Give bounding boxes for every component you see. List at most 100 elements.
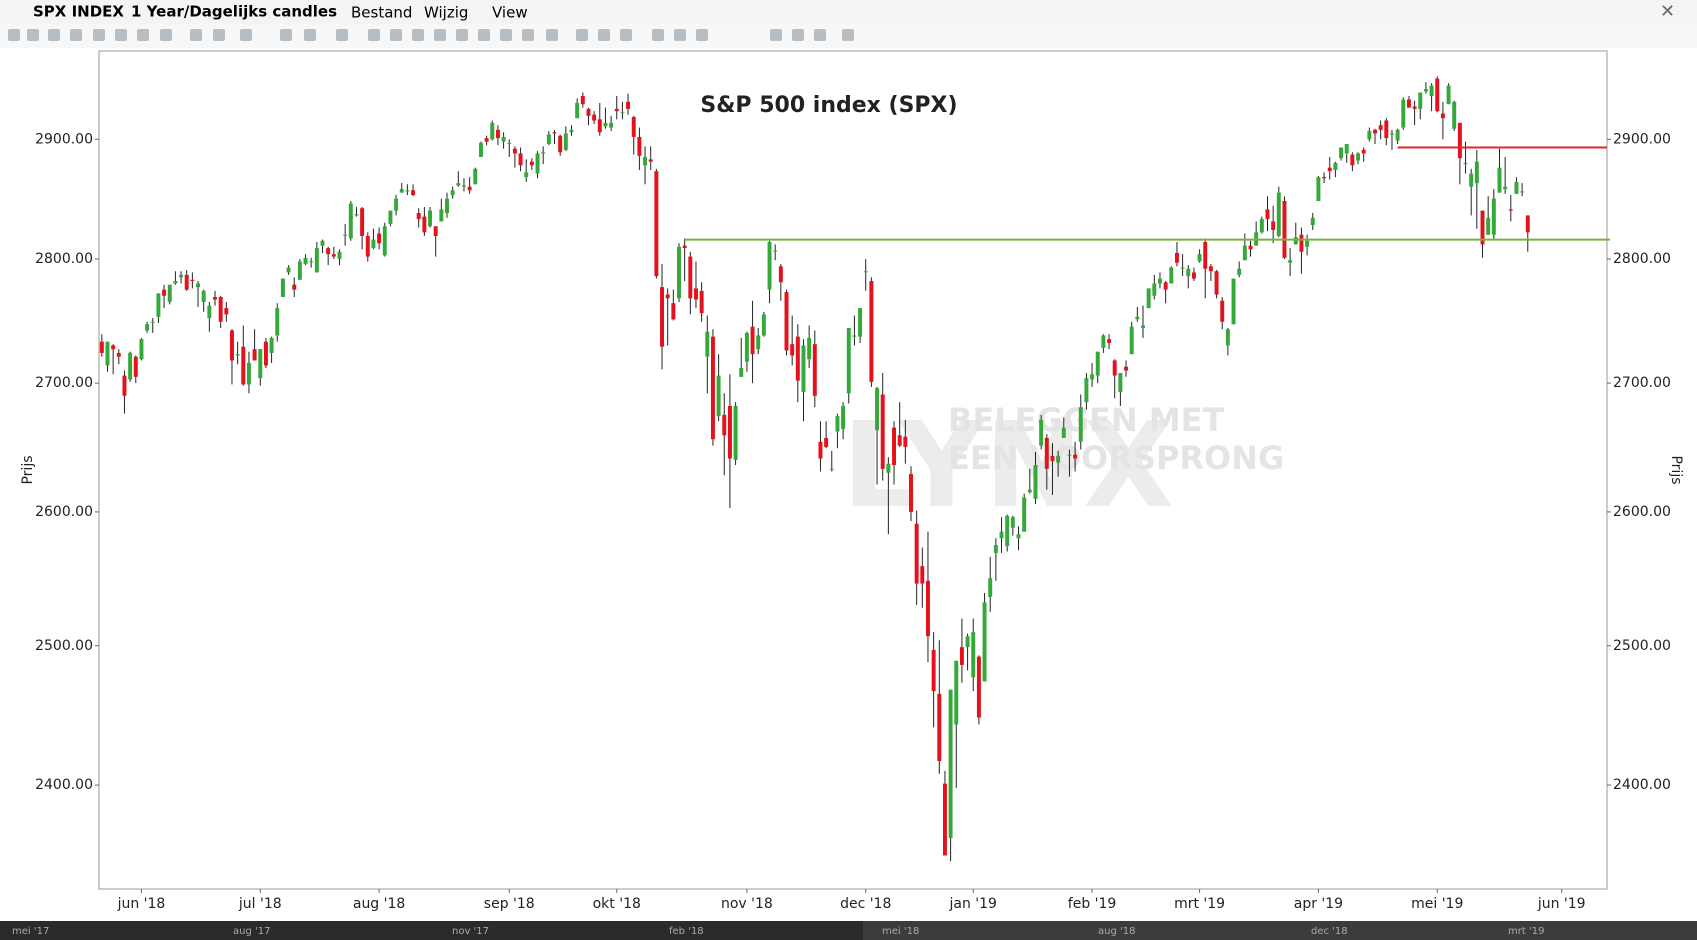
candle-body [399, 189, 404, 193]
candle-body [761, 314, 766, 336]
tool-icon [652, 29, 664, 41]
candle-body [1067, 454, 1072, 456]
candle-body [173, 281, 178, 284]
candle-body [111, 345, 116, 350]
tool-icon [115, 29, 127, 41]
candle-body [824, 437, 829, 447]
tool-icon [137, 29, 149, 41]
candle-body [931, 649, 936, 692]
candle-body [1078, 407, 1083, 442]
candle-body [563, 133, 568, 150]
y-tick-label: 2800.00 [1613, 251, 1671, 267]
candle-body [207, 305, 212, 319]
tool-icon [546, 29, 558, 41]
symbol[interactable]: SPX INDEX [33, 3, 124, 21]
candle-body [190, 279, 195, 282]
candle-body [1508, 209, 1513, 211]
y-tick-label: 2700.00 [1613, 375, 1671, 391]
candle-body [314, 248, 319, 273]
tool-icon [456, 29, 468, 41]
x-tick-label: jan '19 [949, 896, 997, 912]
watermark-tagline: EEN VOORSPRONG [948, 439, 1284, 477]
candle-body [416, 213, 421, 220]
candle-body [1163, 282, 1168, 290]
tool-icon [8, 29, 20, 41]
x-tick-label: okt '18 [593, 896, 641, 912]
candle-body [529, 161, 534, 166]
candle-body [484, 138, 489, 142]
navigator-window[interactable] [863, 921, 1697, 940]
candle-body [1101, 335, 1106, 348]
candle-body [105, 341, 110, 366]
candle-body [501, 136, 506, 142]
x-tick-label: mrt '19 [1174, 896, 1225, 912]
candle-body [1418, 92, 1423, 109]
candle-body [665, 294, 670, 299]
candle-body [1027, 489, 1032, 493]
candle-body [971, 632, 976, 678]
x-tick-label: nov '18 [721, 896, 773, 912]
candle-body [620, 112, 625, 114]
candle-body [790, 344, 795, 356]
menu-item[interactable]: View [492, 4, 528, 22]
candle-body [1276, 192, 1281, 236]
candle-body [1084, 378, 1089, 403]
candle-body [1435, 78, 1440, 112]
candle-body [507, 142, 512, 144]
candle-body [354, 214, 359, 216]
candle-body [954, 660, 959, 725]
y-tick-label: 2500.00 [35, 638, 93, 654]
candle-body [1061, 427, 1066, 438]
period[interactable]: 1 Year/Dagelijks candles [131, 3, 337, 21]
candle-body [326, 248, 331, 255]
candle-body [99, 341, 104, 353]
candle-body [948, 689, 953, 839]
candle-body [609, 122, 614, 128]
candle-body [1180, 267, 1185, 269]
candle-body [1090, 374, 1095, 380]
candle-body [196, 283, 201, 288]
candle-body [1197, 254, 1202, 262]
candle-body [303, 257, 308, 264]
candle-body [122, 375, 127, 396]
menu-item[interactable]: Bestand [351, 4, 412, 22]
candle-body [852, 335, 857, 337]
candle-body [1118, 373, 1123, 392]
navigator-label: mei '17 [12, 926, 49, 937]
candle-body [688, 256, 693, 299]
candle-body [246, 362, 251, 385]
candle-body [116, 352, 121, 357]
candle-body [343, 234, 348, 236]
tool-icon [434, 29, 446, 41]
candle-body [1056, 455, 1061, 463]
y-tick-label: 2700.00 [35, 375, 93, 391]
candle-body [705, 331, 710, 357]
candle-body [654, 171, 659, 277]
candle-body [1129, 326, 1134, 355]
menu-item[interactable]: Wijzig [424, 4, 468, 22]
tool-icon [368, 29, 380, 41]
x-tick-label: jun '19 [1537, 896, 1586, 912]
close-button[interactable]: ✕ [1660, 1, 1675, 22]
candle-body [727, 405, 732, 459]
candle-body [937, 693, 942, 761]
candle-body [626, 101, 631, 109]
candle-body [512, 148, 517, 154]
y-tick-label: 2600.00 [35, 504, 93, 520]
navigator-label: mrt '19 [1508, 926, 1544, 937]
watermark-logo: LYNX [842, 396, 1174, 534]
candle-body [258, 349, 263, 379]
candle-body [682, 245, 687, 249]
candle-body [360, 208, 365, 236]
candle-body [818, 441, 823, 459]
candle-body [767, 242, 772, 290]
x-tick-label: aug '18 [353, 896, 405, 912]
tool-icon [304, 29, 316, 41]
candle-body [1191, 272, 1196, 279]
candle-body [660, 287, 665, 347]
candle-body [348, 203, 353, 239]
candle-body [829, 468, 834, 470]
candle-body [1033, 464, 1038, 499]
